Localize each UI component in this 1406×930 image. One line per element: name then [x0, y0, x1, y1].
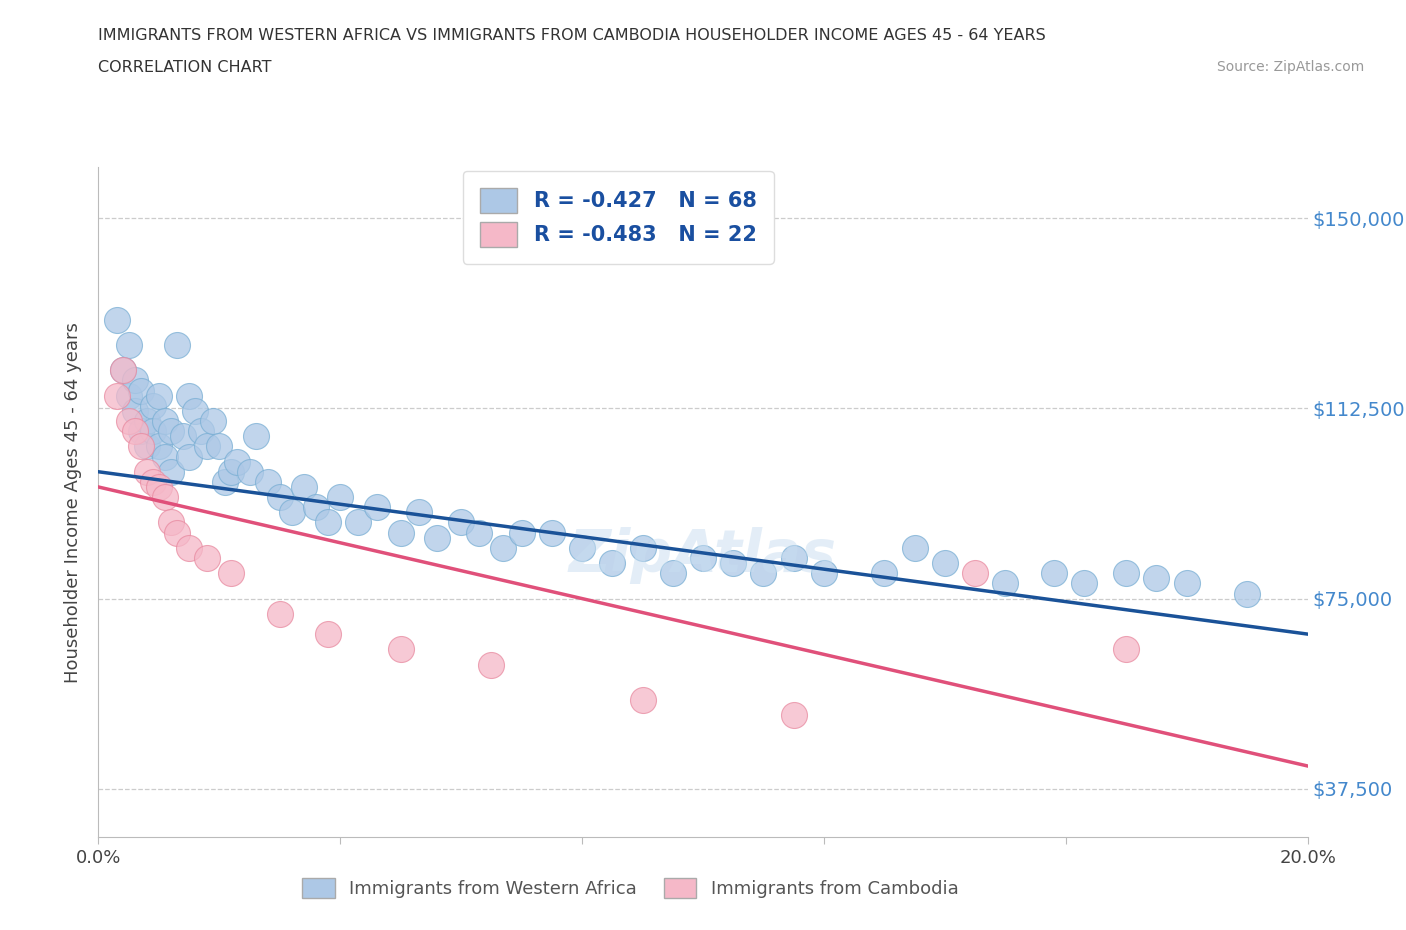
Point [571, 540, 593, 555]
Point [389, 525, 412, 540]
Point [492, 540, 515, 555]
Point [195, 439, 218, 454]
Point [142, 474, 165, 489]
Point [631, 693, 654, 708]
Point [813, 565, 835, 580]
Point [111, 363, 134, 378]
Point [166, 525, 188, 540]
Point [129, 424, 152, 439]
Point [994, 576, 1017, 591]
Point [904, 540, 927, 555]
Point [148, 480, 170, 495]
Point [118, 414, 141, 429]
Point [426, 530, 449, 545]
Point [281, 505, 304, 520]
Point [118, 388, 141, 403]
Point [965, 565, 987, 580]
Point [329, 490, 352, 505]
Point [124, 404, 146, 418]
Point [160, 464, 183, 479]
Point [153, 414, 176, 429]
Point [226, 454, 249, 469]
Point [142, 424, 165, 439]
Point [105, 388, 128, 403]
Point [177, 449, 201, 464]
Point [153, 449, 176, 464]
Y-axis label: Householder Income Ages 45 - 64 years: Householder Income Ages 45 - 64 years [63, 322, 82, 683]
Point [692, 551, 714, 565]
Point [316, 627, 339, 642]
Point [129, 383, 152, 398]
Point [389, 642, 412, 657]
Point [195, 551, 218, 565]
Point [782, 708, 804, 723]
Point [661, 565, 683, 580]
Point [111, 363, 134, 378]
Point [721, 555, 744, 570]
Point [481, 658, 503, 672]
Point [124, 373, 146, 388]
Point [305, 499, 328, 514]
Point [540, 525, 562, 540]
Point [631, 540, 654, 555]
Point [190, 424, 212, 439]
Point [347, 515, 370, 530]
Text: CORRELATION CHART: CORRELATION CHART [98, 60, 271, 75]
Point [124, 424, 146, 439]
Point [1073, 576, 1095, 591]
Point [782, 551, 804, 565]
Point [160, 515, 183, 530]
Point [1144, 571, 1167, 586]
Point [468, 525, 491, 540]
Point [1042, 565, 1064, 580]
Point [142, 398, 165, 413]
Point [153, 490, 176, 505]
Point [184, 404, 207, 418]
Point [752, 565, 775, 580]
Point [602, 555, 624, 570]
Point [172, 429, 194, 444]
Point [450, 515, 472, 530]
Point [129, 439, 152, 454]
Point [269, 606, 291, 621]
Point [202, 414, 225, 429]
Point [1115, 642, 1137, 657]
Point [221, 464, 243, 479]
Point [316, 515, 339, 530]
Point [135, 464, 157, 479]
Point [105, 312, 128, 327]
Point [135, 439, 157, 454]
Point [873, 565, 896, 580]
Point [510, 525, 533, 540]
Point [166, 338, 188, 352]
Point [148, 439, 170, 454]
Point [934, 555, 956, 570]
Point [1115, 565, 1137, 580]
Point [245, 429, 267, 444]
Point [208, 439, 231, 454]
Text: IMMIGRANTS FROM WESTERN AFRICA VS IMMIGRANTS FROM CAMBODIA HOUSEHOLDER INCOME AG: IMMIGRANTS FROM WESTERN AFRICA VS IMMIGR… [98, 28, 1046, 43]
Point [148, 388, 170, 403]
Point [366, 499, 388, 514]
Point [256, 474, 278, 489]
Legend: Immigrants from Western Africa, Immigrants from Cambodia: Immigrants from Western Africa, Immigran… [295, 870, 966, 905]
Point [135, 414, 157, 429]
Point [239, 464, 262, 479]
Point [221, 565, 243, 580]
Point [1236, 586, 1258, 601]
Point [214, 474, 236, 489]
Point [292, 480, 315, 495]
Point [118, 338, 141, 352]
Text: Source: ZipAtlas.com: Source: ZipAtlas.com [1216, 60, 1364, 74]
Text: ZipAtlas: ZipAtlas [569, 527, 837, 584]
Point [408, 505, 430, 520]
Point [160, 424, 183, 439]
Point [269, 490, 291, 505]
Point [1175, 576, 1198, 591]
Point [177, 540, 201, 555]
Point [177, 388, 201, 403]
